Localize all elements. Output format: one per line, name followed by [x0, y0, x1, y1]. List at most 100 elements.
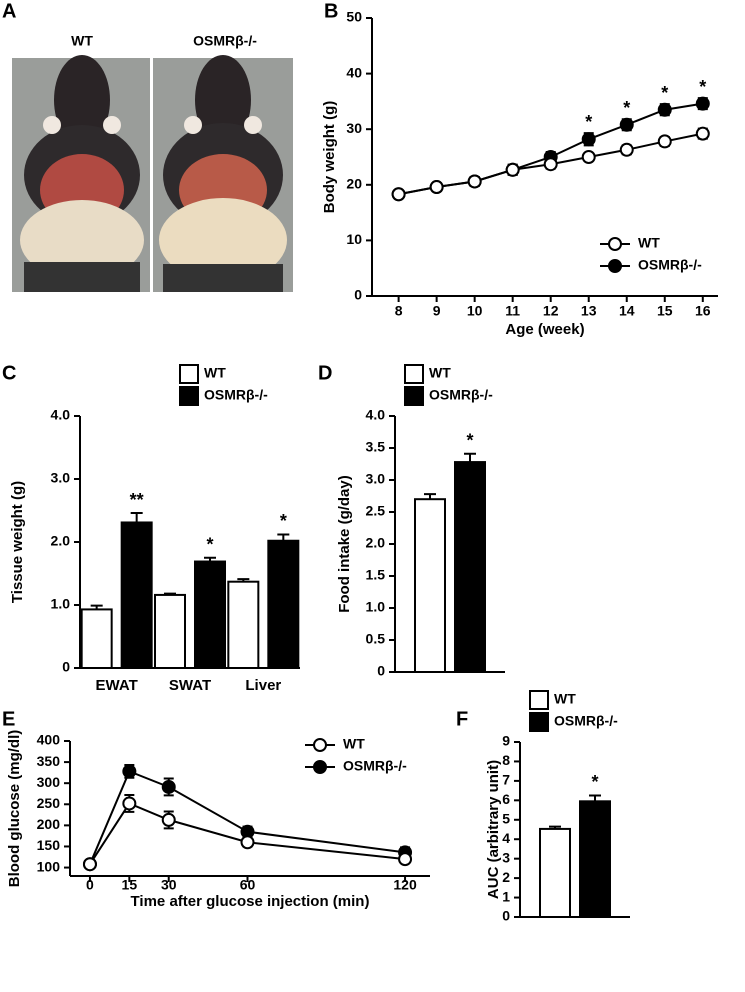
- y-tick-label: 0: [62, 659, 70, 675]
- legend-label: WT: [204, 365, 226, 381]
- x-tick-label: SWAT: [169, 677, 211, 694]
- y-tick-label: 2: [502, 869, 510, 885]
- data-point: [657, 102, 672, 117]
- data-point: [161, 779, 176, 794]
- y-tick-label: 0: [354, 287, 362, 303]
- y-tick-label: 1.0: [51, 596, 71, 612]
- legend-label: OSMRβ-/-: [638, 257, 702, 273]
- y-tick-label: 2.5: [366, 503, 386, 519]
- chart-panel: D 0 0.5 1.0 1.5 2.0 2.5 3.0 3.5 4.0 Food intake (g…: [318, 362, 505, 679]
- x-tick-label: 0: [86, 877, 94, 893]
- x-axis-label: Age (week): [505, 321, 584, 338]
- bar: [227, 580, 260, 669]
- y-tick-label: 200: [37, 816, 61, 832]
- bar: [414, 498, 446, 674]
- x-tick-label: 8: [395, 303, 403, 319]
- photo-label: WT: [71, 33, 93, 49]
- y-tick-label: 4: [502, 830, 510, 846]
- y-tick-label: 3.0: [51, 470, 71, 486]
- legend-marker: [608, 259, 622, 273]
- x-tick-label: 16: [695, 303, 711, 319]
- y-tick-label: 1: [502, 888, 510, 904]
- x-tick-label: 10: [467, 303, 483, 319]
- y-tick-label: 50: [346, 9, 362, 25]
- series-line: [89, 770, 406, 865]
- y-tick-label: 250: [37, 795, 61, 811]
- y-axis-label: Food intake (g/day): [336, 475, 353, 613]
- data-point: [122, 764, 137, 779]
- legend-swatch: [529, 712, 549, 732]
- photo-label: OSMRβ-/-: [193, 33, 257, 49]
- y-tick-label: 100: [37, 858, 61, 874]
- legend-label: OSMRβ-/-: [429, 387, 493, 403]
- x-tick-label: 120: [393, 877, 417, 893]
- y-tick-label: 2.0: [51, 533, 71, 549]
- bar: [120, 521, 153, 669]
- panel-label: A: [2, 0, 16, 22]
- y-axis-label: AUC (arbitrary unit): [485, 760, 502, 899]
- data-point: [581, 150, 596, 164]
- significance: *: [661, 83, 668, 103]
- significance: *: [699, 77, 706, 97]
- legend-swatch: [404, 364, 424, 384]
- bar: [454, 461, 486, 673]
- bar: [194, 560, 226, 670]
- mouse: [20, 55, 144, 292]
- x-tick-label: 13: [581, 303, 597, 319]
- legend-swatch: [404, 386, 424, 406]
- y-tick-label: 9: [502, 733, 510, 749]
- photo-panel: A WT OSMRβ-/-: [2, 0, 293, 292]
- data-point: [398, 852, 413, 867]
- y-tick-label: 8: [502, 752, 510, 768]
- legend-label: OSMRβ-/-: [554, 713, 618, 729]
- x-axis-label: Time after glucose injection (min): [131, 893, 370, 910]
- panel-label: C: [2, 362, 16, 384]
- y-axis-label: Tissue weight (g): [9, 481, 26, 603]
- legend-label: WT: [343, 736, 365, 752]
- legend-label: WT: [554, 691, 576, 707]
- data-point: [619, 117, 634, 132]
- legend-swatch: [529, 690, 549, 710]
- y-tick-label: 40: [346, 64, 362, 80]
- x-tick-label: 15: [657, 303, 673, 319]
- error-bar: [464, 452, 476, 463]
- y-tick-label: 6: [502, 791, 510, 807]
- series-line: [398, 102, 703, 196]
- bar: [154, 593, 186, 669]
- legend-marker: [608, 237, 622, 251]
- y-tick-label: 2.0: [366, 535, 386, 551]
- mouse: [159, 55, 287, 292]
- panel-label: D: [318, 362, 332, 384]
- legend-label: OSMRβ-/-: [204, 387, 268, 403]
- data-point: [467, 174, 482, 189]
- bar: [80, 608, 113, 669]
- data-point: [657, 134, 672, 149]
- significance: *: [280, 511, 287, 531]
- y-tick-label: 3.5: [366, 439, 386, 455]
- x-tick-label: 15: [122, 877, 138, 893]
- significance: **: [130, 490, 144, 510]
- x-tick-label: Liver: [245, 677, 281, 694]
- x-tick-label: 11: [505, 303, 520, 319]
- error-bar: [277, 533, 290, 541]
- y-tick-label: 30: [346, 120, 362, 136]
- significance: *: [466, 431, 473, 451]
- x-tick-label: 30: [161, 877, 177, 893]
- y-tick-label: 3: [502, 849, 510, 865]
- legend-swatch: [179, 364, 199, 384]
- legend-marker: [313, 738, 327, 752]
- x-tick-label: EWAT: [96, 677, 138, 694]
- legend-label: WT: [638, 235, 660, 251]
- x-tick-label: 9: [433, 303, 441, 319]
- y-axis-label: Body weight (g): [321, 101, 338, 214]
- y-tick-label: 350: [37, 753, 61, 769]
- y-tick-label: 0: [377, 663, 385, 679]
- significance: *: [623, 98, 630, 118]
- bar: [579, 800, 611, 918]
- y-tick-label: 1.5: [366, 567, 386, 583]
- panel-label: B: [324, 0, 338, 22]
